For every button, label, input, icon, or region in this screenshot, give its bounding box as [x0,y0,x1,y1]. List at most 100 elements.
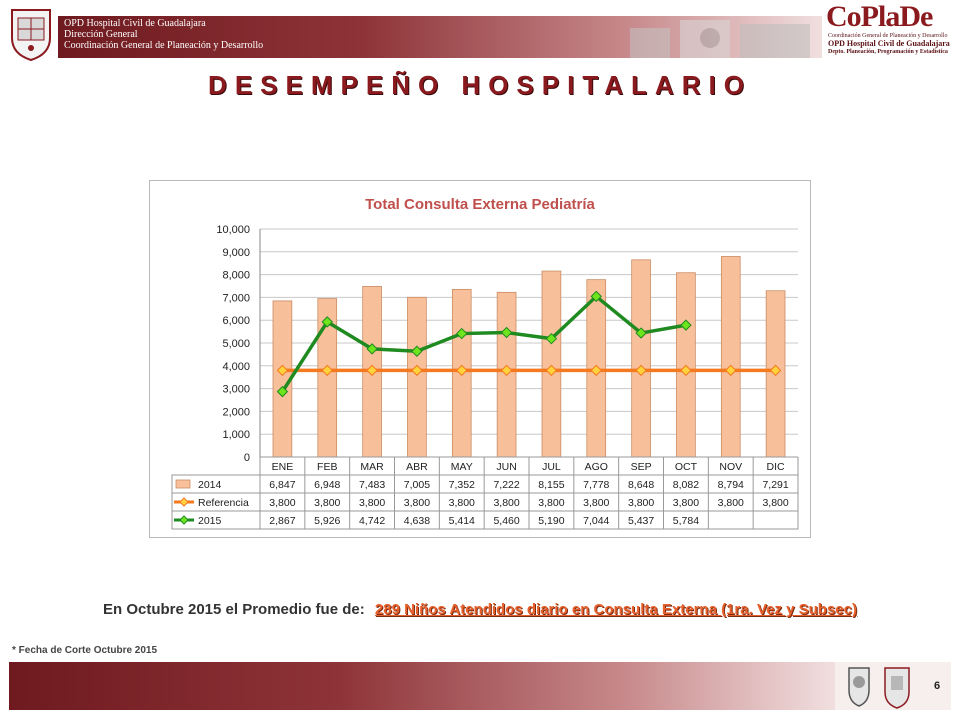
page-title: DESEMPEÑO HOSPITALARIO [208,70,752,100]
logo-sub-line-2: OPD Hospital Civil de Guadalajara [828,39,950,48]
footer-bar [9,662,835,710]
y-tick-label: 6,000 [222,315,250,327]
bar-2014 [631,259,651,458]
header-org-line-2: Dirección General [64,29,138,40]
header-org-line-3: Coordinación General de Planeación y Des… [64,40,264,51]
data-label: 2,867 [269,515,295,527]
data-label: 5,414 [449,515,475,527]
point-2015 [366,343,378,355]
point-referencia [411,364,423,377]
category-label: OCT [675,461,698,473]
data-label: 5,460 [493,515,519,527]
data-label: 3,800 [762,497,788,509]
data-label: 8,155 [538,479,564,491]
hospital-photo [630,20,810,58]
category-label: ABR [406,461,428,473]
summary-text: En Octubre 2015 el Promedio fue de: 289 … [0,601,960,618]
point-2015 [635,327,647,339]
category-label: NOV [719,461,742,473]
data-label: 3,800 [538,497,564,509]
category-label: JUN [496,461,516,473]
summary-highlight: 289 Niños Atendidos diario en Consulta E… [374,601,857,618]
y-tick-label: 9,000 [222,247,250,259]
y-tick-label: 0 [244,452,250,464]
data-label: 3,800 [583,497,609,509]
data-label: 3,800 [628,497,654,509]
footer-logos [835,662,951,710]
point-referencia [769,364,782,377]
logo-title: CoPlaDe [826,0,933,33]
chart-title: Total Consulta Externa Pediatría [365,196,595,213]
data-label: 3,800 [718,497,744,509]
point-referencia [680,364,692,377]
point-referencia [321,364,333,377]
data-label: 5,784 [673,515,699,527]
point-referencia [545,364,558,377]
point-2015 [276,385,289,398]
data-label: 7,352 [449,479,475,491]
y-tick-label: 8,000 [222,270,250,282]
coplade-logo: CoPlaDe Coordinación General de Planeaci… [826,0,956,62]
data-label: 7,044 [583,515,609,527]
y-tick-label: 4,000 [222,361,250,373]
data-label: 8,082 [673,479,699,491]
data-label: 7,005 [404,479,430,491]
point-referencia [276,364,289,377]
hospital-crest-icon [11,9,51,62]
data-label: 7,222 [493,479,519,491]
point-2015 [321,316,333,328]
data-label: 3,800 [673,497,699,509]
data-label: 7,483 [359,479,385,491]
chart-frame: Total Consulta Externa Pediatría 0 1,000 2,… [149,180,811,538]
data-label: 3,800 [269,497,295,509]
category-label: MAR [360,461,384,473]
legend-label: Referencia [198,497,249,509]
data-label: 4,638 [404,515,430,527]
data-label: 7,291 [762,479,788,491]
table-border [171,474,799,530]
header-org-line-1: OPD Hospital Civil de Guadalajara [64,18,206,29]
point-2015 [500,326,513,339]
data-label: 8,794 [718,479,744,491]
legend-key-2014 [175,479,191,489]
data-label: 3,800 [404,497,430,509]
category-label: MAY [451,461,473,473]
legend-marker-referencia [179,497,189,507]
point-referencia [590,364,602,377]
y-tick-label: 1,000 [222,429,250,441]
data-label: 5,437 [628,515,654,527]
data-label: 6,847 [269,479,295,491]
chart-svg: Total Consulta Externa Pediatría 0 1,000 2,… [171,196,799,530]
y-tick-label: 7,000 [222,292,250,304]
data-label: 3,800 [359,497,385,509]
data-label: 3,800 [314,497,340,509]
data-label: 3,800 [493,497,519,509]
page-number: 6 [934,680,941,692]
bar-2014 [720,256,741,458]
point-referencia [456,364,468,377]
y-tick-label: 10,000 [216,224,250,236]
legend-marker-2015 [179,515,189,525]
y-tick-label: 3,000 [222,384,250,396]
point-2015 [545,332,558,345]
point-2015 [680,319,692,331]
data-label: 5,926 [314,515,340,527]
point-2015 [590,290,602,303]
category-label: JUL [542,461,561,473]
legend-label: 2015 [198,515,222,527]
data-label: 7,778 [583,479,609,491]
data-label: 6,948 [314,479,340,491]
category-label: SEP [631,461,652,473]
legend-label: 2014 [198,479,222,491]
line-2015 [280,294,687,393]
point-2015 [411,345,423,357]
category-label: ENE [272,461,294,473]
point-referencia [635,364,647,377]
data-label: 5,190 [538,515,564,527]
data-label: 8,648 [628,479,654,491]
category-label: DIC [767,461,786,473]
university-crest-icon [848,667,910,709]
point-referencia [725,364,737,377]
y-tick-label: 2,000 [222,406,250,418]
logo-sub-line-3: Depto. Planeación, Programación y Estadí… [828,49,948,55]
